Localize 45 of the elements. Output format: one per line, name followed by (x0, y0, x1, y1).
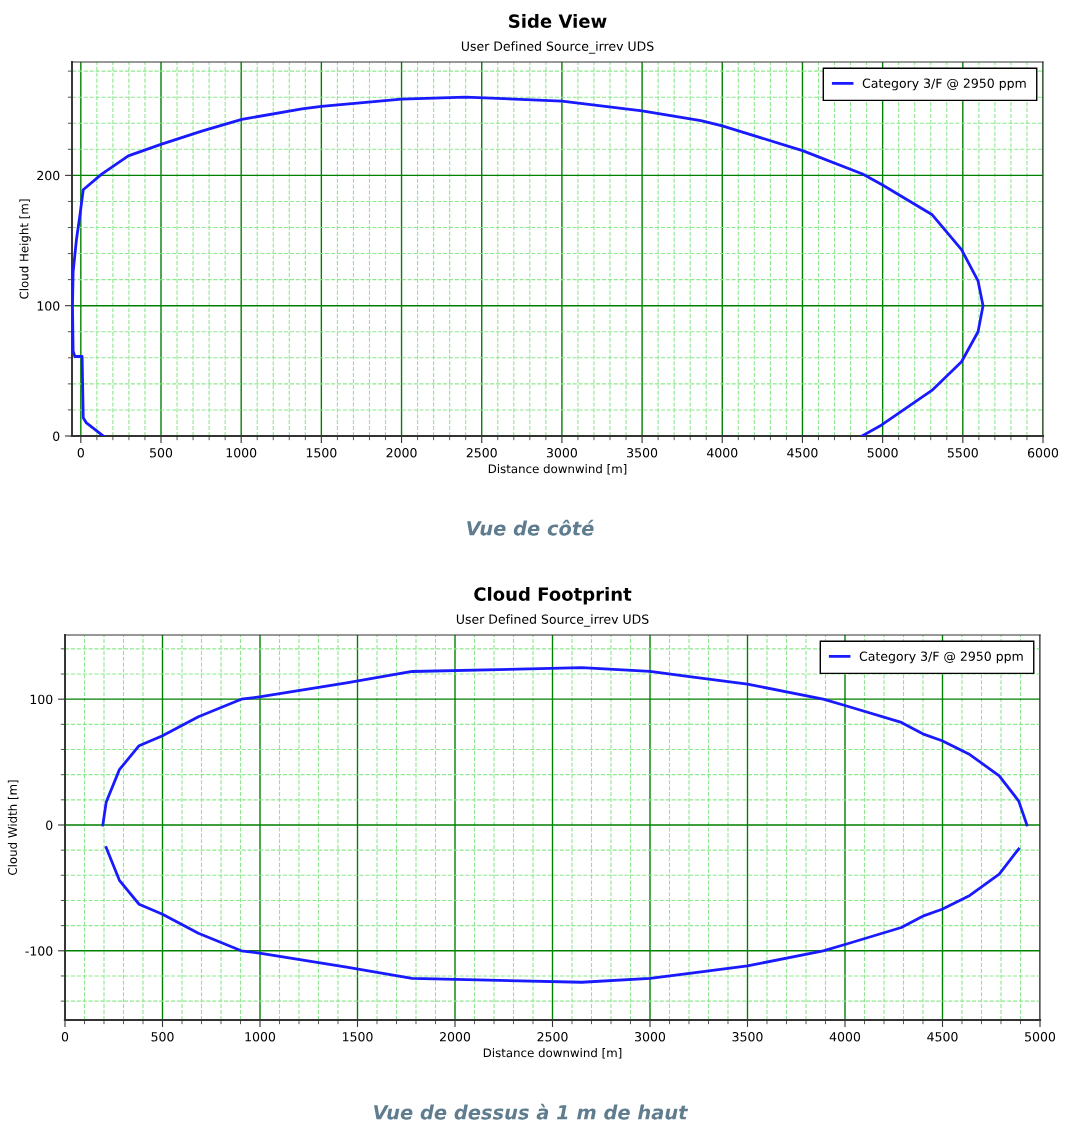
x-tick-label: 3500 (732, 1032, 763, 1042)
x-tick-label: 2500 (466, 448, 497, 458)
y-tick-label: 100 (37, 301, 60, 311)
line-series (101, 666, 1029, 827)
chart-title: Cloud Footprint (474, 586, 632, 605)
y-tick-label: 100 (30, 694, 53, 705)
x-axis-title: Distance downwind [m] (488, 464, 627, 475)
x-tick-label: 5500 (947, 448, 978, 458)
line-series (72, 95, 985, 436)
chart-subtitle: User Defined Source_irrev UDS (461, 41, 654, 54)
legend-label: Category 3/F @ 2950 ppm (862, 78, 1026, 91)
text: Vue de côté (467, 519, 594, 536)
x-tick-label: 5000 (1025, 1032, 1056, 1042)
x-tick-label: 3000 (546, 448, 577, 458)
y-axis-title: Cloud Height [m] (19, 199, 31, 299)
x-tick-label: 2000 (440, 1032, 471, 1042)
x-tick-label: 1000 (245, 1032, 276, 1042)
x-tick-label: 0 (77, 448, 84, 458)
x-tick-label: 3500 (627, 448, 658, 458)
y-tick-label: 0 (53, 431, 60, 441)
x-tick-label: 4000 (829, 1032, 861, 1042)
x-tick-label: 500 (151, 1032, 174, 1042)
x-tick-label: 1500 (306, 448, 337, 458)
x-tick-label: 500 (150, 448, 173, 458)
legend-label: Category 3/F @ 2950 ppm (859, 651, 1023, 664)
y-tick-label: -100 (25, 946, 53, 956)
y-tick-label: 0 (46, 820, 53, 830)
chart-subtitle: User Defined Source_irrev UDS (456, 614, 649, 627)
x-tick-label: 2500 (537, 1032, 568, 1042)
x-tick-label: 5000 (867, 448, 898, 458)
x-tick-label: 1000 (226, 448, 257, 458)
x-tick-label: 4000 (706, 448, 738, 458)
x-tick-label: 6000 (1027, 448, 1059, 458)
x-tick-label: 0 (61, 1032, 69, 1042)
x-axis-title: Distance downwind [m] (483, 1048, 622, 1059)
chart-title: Side View (509, 13, 607, 28)
x-tick-label: 1500 (342, 1032, 373, 1042)
y-axis-title: Cloud Width [m] (7, 780, 19, 875)
x-tick-label: 4500 (787, 448, 818, 458)
text: Vue de dessus à 1 m de haut (374, 1103, 689, 1120)
x-tick-label: 4500 (927, 1032, 958, 1042)
line-series (104, 846, 1021, 984)
x-tick-label: 2000 (386, 448, 417, 458)
x-tick-label: 3000 (635, 1032, 666, 1042)
y-tick-label: 200 (37, 170, 60, 181)
